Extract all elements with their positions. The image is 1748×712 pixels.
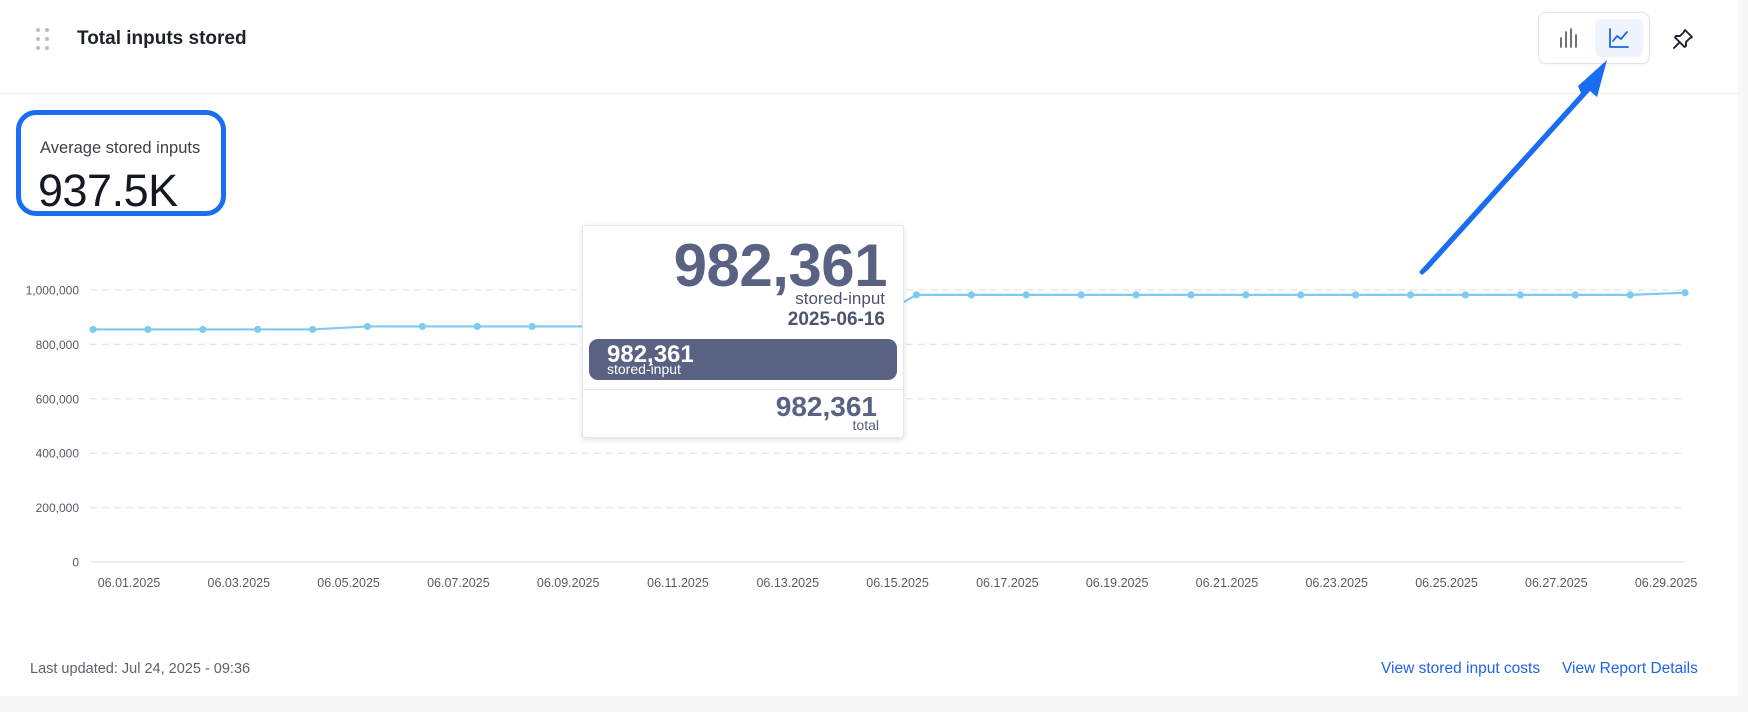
x-tick-label: 06.21.2025 xyxy=(1196,576,1259,590)
data-point xyxy=(1352,291,1360,299)
tooltip-total-value: 982,361 xyxy=(775,391,877,422)
data-point xyxy=(1242,291,1250,299)
data-point xyxy=(89,325,97,334)
last-updated: Last updated: Jul 24, 2025 - 09:36 xyxy=(30,661,251,677)
y-tick-label: 600,000 xyxy=(36,392,80,406)
view-report-details-link[interactable]: View Report Details xyxy=(1562,660,1698,677)
drag-handle-icon[interactable] xyxy=(36,28,50,50)
line-chart-icon xyxy=(1609,28,1629,48)
data-point xyxy=(1132,291,1140,299)
data-point xyxy=(1406,291,1415,299)
data-point xyxy=(1681,289,1689,297)
x-tick-label: 06.09.2025 xyxy=(537,576,600,590)
card-header: Total inputs stored xyxy=(0,0,1738,94)
chart-tooltip: 982,361 stored-input 2025-06-16 982,361 … xyxy=(582,225,904,438)
x-tick-label: 06.27.2025 xyxy=(1525,576,1588,590)
y-tick-label: 1,000,000 xyxy=(26,284,80,298)
average-summary: Average stored inputs 937.5K xyxy=(16,110,226,216)
data-point xyxy=(912,291,921,299)
data-point xyxy=(199,325,207,334)
y-tick-label: 200,000 xyxy=(36,501,80,515)
data-point xyxy=(1187,291,1195,299)
data-point xyxy=(1022,291,1030,299)
data-point xyxy=(144,325,152,334)
average-label: Average stored inputs xyxy=(40,139,201,157)
x-tick-label: 06.03.2025 xyxy=(208,576,271,590)
data-point xyxy=(528,322,536,331)
bar-chart-view-button[interactable] xyxy=(1545,19,1593,57)
data-point xyxy=(1516,291,1524,299)
average-value: 937.5K xyxy=(38,165,178,216)
x-tick-label: 06.01.2025 xyxy=(98,576,161,590)
x-tick-label: 06.11.2025 xyxy=(647,576,709,590)
x-tick-label: 06.13.2025 xyxy=(756,576,819,590)
tooltip-series-pill: 982,361 stored-input xyxy=(589,339,897,380)
data-point xyxy=(1461,291,1470,299)
line-chart: 0 200,000 400,000 600,000 800,000 1,000,000 06… xyxy=(26,284,1698,591)
x-tick-label: 06.07.2025 xyxy=(427,576,490,590)
x-tick-label: 06.15.2025 xyxy=(866,576,929,590)
data-point xyxy=(418,322,426,331)
data-point xyxy=(254,325,262,334)
x-tick-label: 06.23.2025 xyxy=(1305,576,1368,590)
tooltip-series-name: stored-input xyxy=(795,289,885,308)
x-tick-label: 06.19.2025 xyxy=(1086,576,1149,590)
annotation-arrow xyxy=(1419,60,1607,275)
x-tick-label: 06.29.2025 xyxy=(1635,576,1698,590)
data-point xyxy=(1297,291,1305,299)
pin-icon xyxy=(1673,29,1693,49)
report-card: Total inputs stored xyxy=(0,0,1738,677)
data-point xyxy=(1571,291,1579,299)
pin-button[interactable] xyxy=(1664,20,1702,58)
line-chart-view-button[interactable] xyxy=(1595,19,1643,57)
y-tick-label: 400,000 xyxy=(36,447,80,461)
view-stored-input-costs-link[interactable]: View stored input costs xyxy=(1381,660,1541,677)
tooltip-value: 982,361 xyxy=(673,232,888,299)
data-point xyxy=(473,322,481,331)
x-tick-label: 06.25.2025 xyxy=(1415,576,1478,590)
data-point xyxy=(308,325,317,334)
tooltip-date: 2025-06-16 xyxy=(787,309,885,330)
tooltip-pill-series: stored-input xyxy=(607,361,681,377)
tooltip-total-label: total xyxy=(852,417,879,433)
tooltip-divider xyxy=(583,389,903,390)
card-title: Total inputs stored xyxy=(77,28,247,49)
x-tick-label: 06.17.2025 xyxy=(976,576,1039,590)
chart-type-toggle xyxy=(1538,12,1650,64)
x-tick-label: 06.05.2025 xyxy=(317,576,380,590)
tooltip-pill-value: 982,361 xyxy=(607,341,694,368)
bar-chart-icon xyxy=(1560,28,1577,48)
data-point xyxy=(967,291,975,299)
data-point xyxy=(1077,291,1085,299)
y-tick-label: 800,000 xyxy=(36,338,80,352)
data-point xyxy=(363,322,372,331)
y-tick-label: 0 xyxy=(72,556,79,570)
data-point xyxy=(1626,291,1634,299)
